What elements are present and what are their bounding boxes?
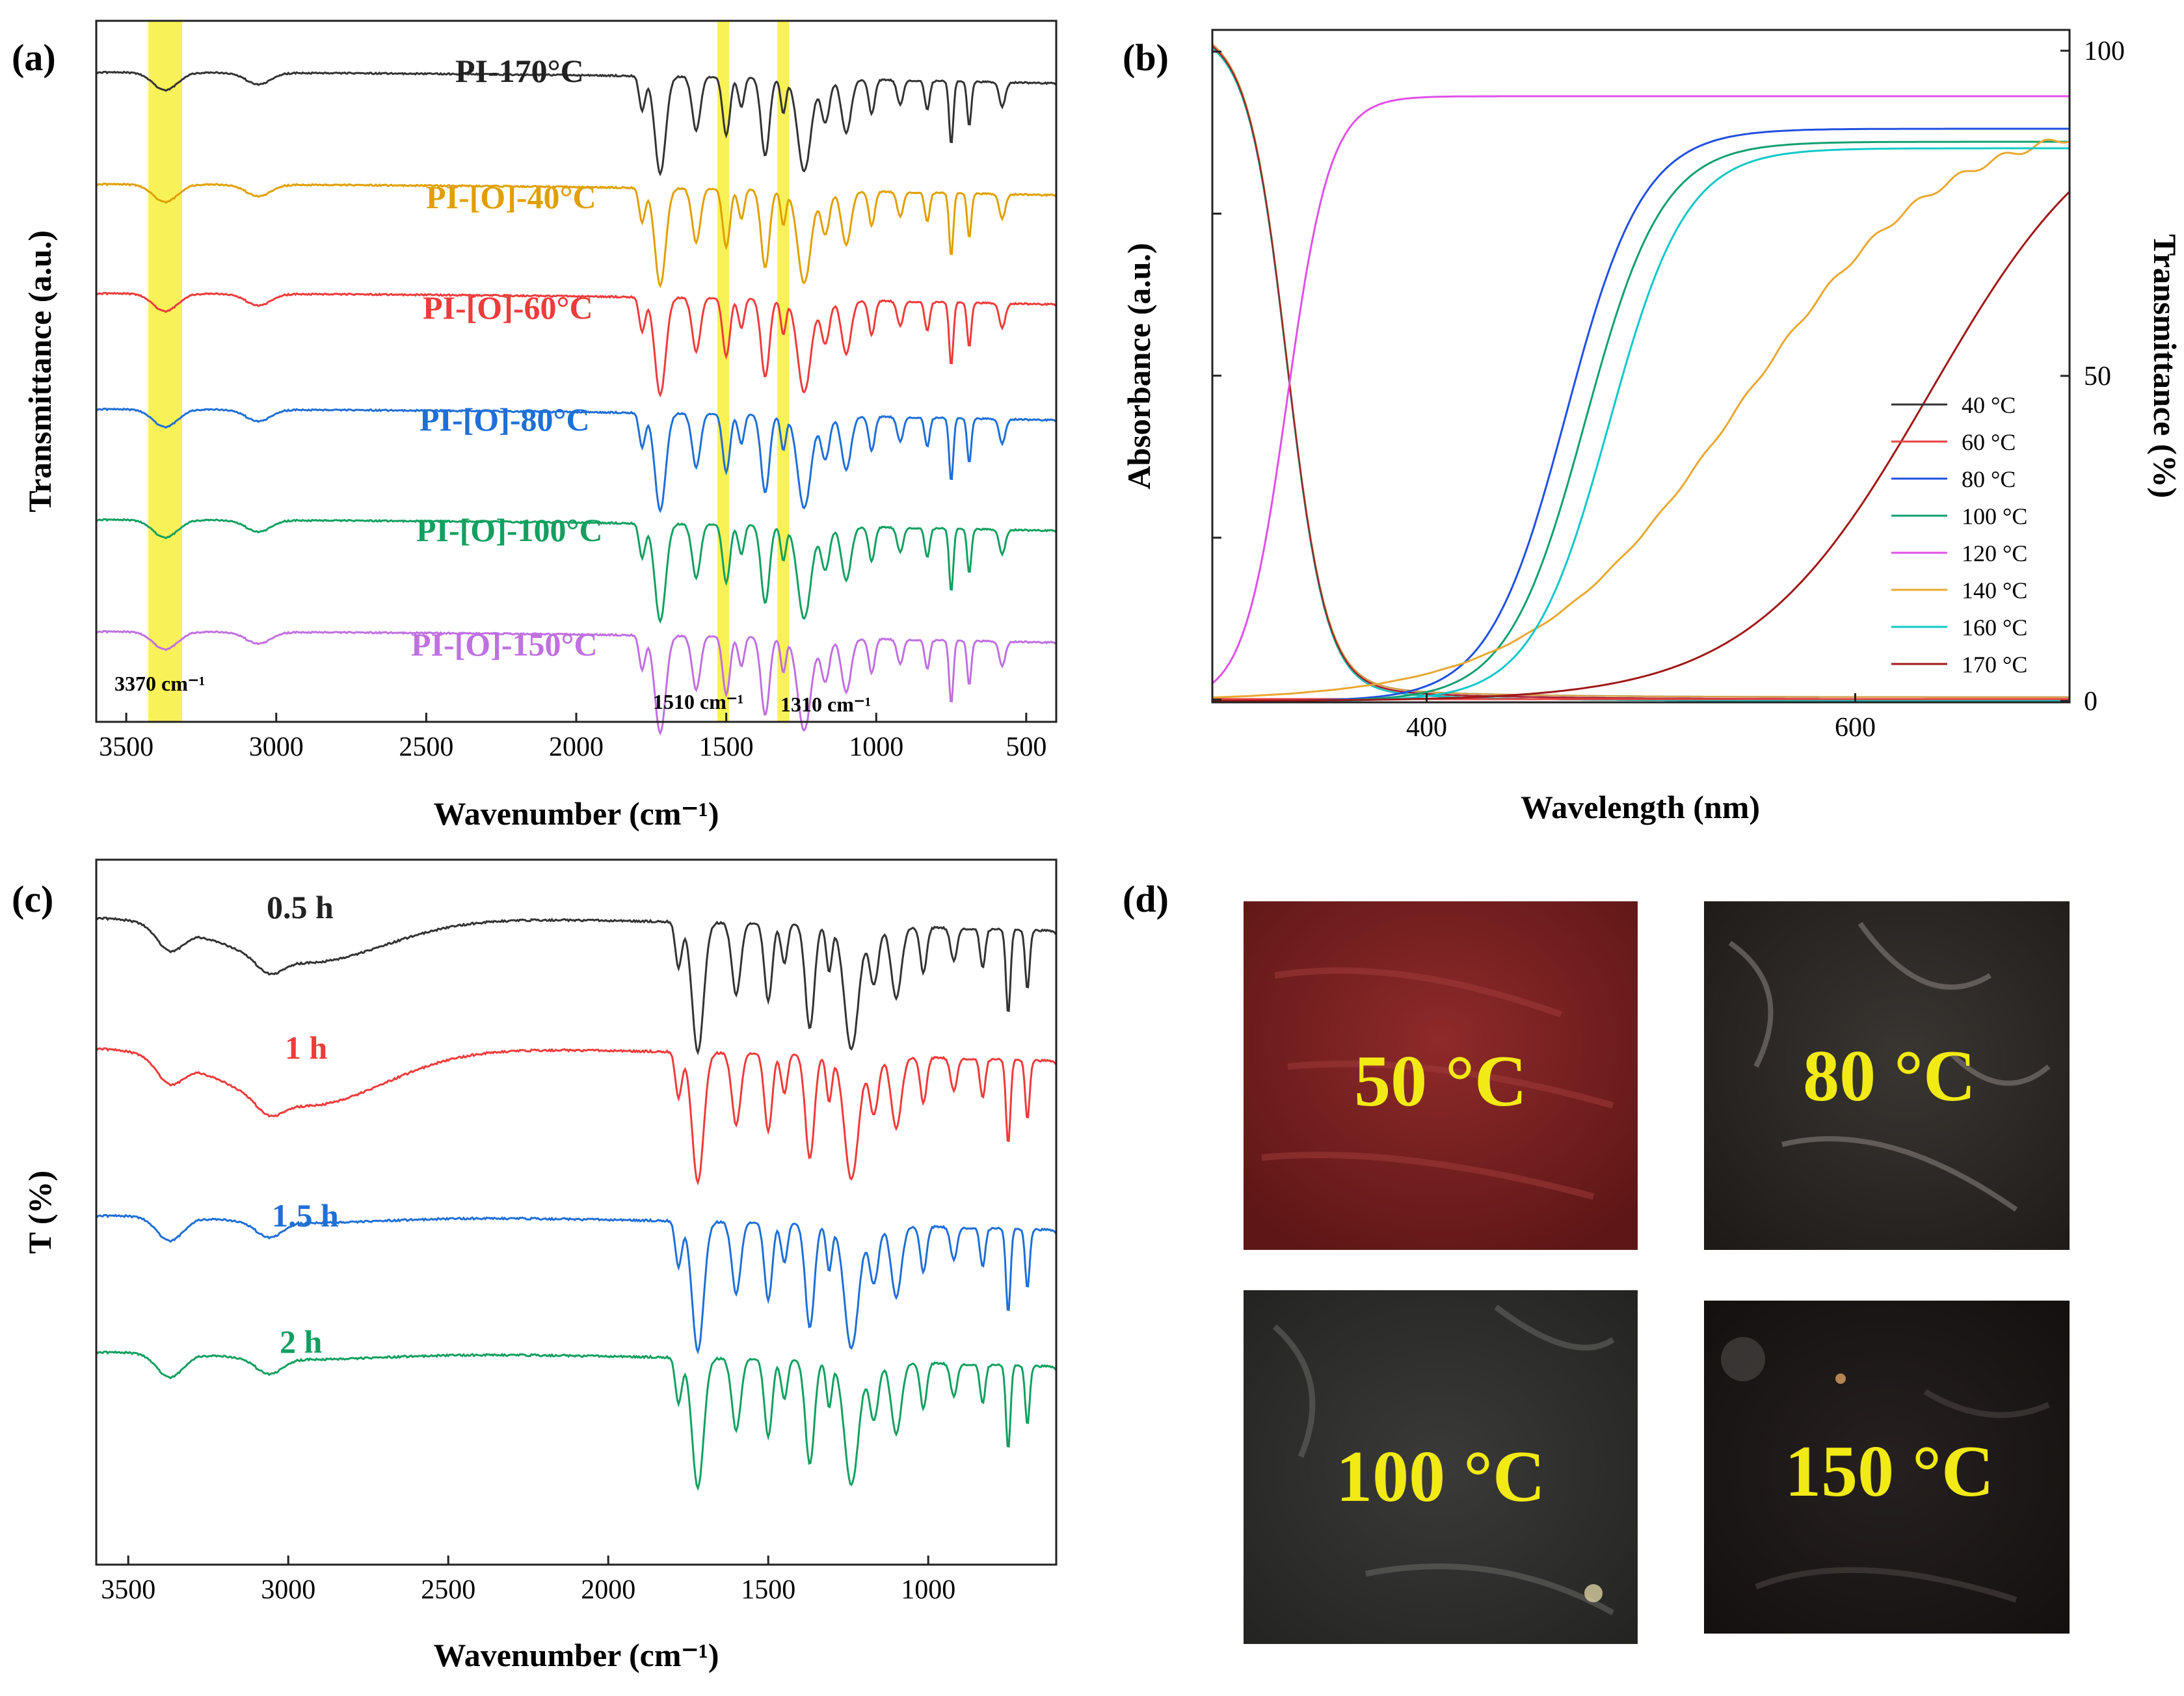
panel-a-label: (a) [12,36,56,79]
panel-b-curves [1212,43,2071,702]
spectrum-pi-o-40-c [96,182,1057,289]
absorbance-curve-160 [1212,47,2070,702]
panel-b-legend: 40 °C 60 °C 80 °C 100 °C 120 °C 140 °C 160 °C 1… [1891,392,2027,678]
curve-label-pi-o-40: PI-[O]-40°C [426,179,596,215]
x-tick-label-3500: 3500 [101,1575,155,1605]
transmittance-curve-120 [1212,95,2070,684]
panel-b-ticks: 400 600 0 50 100 [1212,36,2125,743]
panel-b-label: (b) [1123,36,1169,79]
panel-d-label: (d) [1123,878,1169,920]
transmittance-curve-100 [1212,140,2070,702]
panel-a-spectra [96,70,1057,736]
photo-label-50c: 50 °C [1354,1041,1527,1122]
curve-label-pi-o-60: PI-[O]-60°C [423,289,593,326]
curve-label-1-5h: 1.5 h [272,1197,339,1234]
spectrum-1-5-h [95,1213,1058,1355]
x-tick-label-500: 500 [1005,732,1046,762]
panel-c-frame [95,858,1058,1566]
legend-label-40: 40 °C [1962,392,2016,418]
curve-label-0-5h: 0.5 h [267,889,334,925]
panel-c-spectra [95,916,1058,1491]
panel-b-right-axis-title: Transmittance (%) [2147,234,2183,498]
curve-label-pi-o-80: PI-[O]-80°C [419,401,590,438]
curve-label-2h: 2 h [280,1323,323,1360]
x-tick-label-2500: 2500 [421,1575,475,1605]
legend-label-140: 140 °C [1962,577,2027,603]
legend-label-60: 60 °C [1962,429,2016,455]
band-label-3370: 3370 cm⁻¹ [114,672,205,695]
panel-c-y-axis-title: T (%) [21,1171,58,1254]
panel-c-x-axis-title: Wavenumber (cm⁻¹) [433,1637,719,1673]
band-label-1310: 1310 cm⁻¹ [780,693,871,716]
band-label-1510: 1510 cm⁻¹ [653,690,743,713]
legend-label-160: 160 °C [1962,615,2027,641]
panel-a-y-axis-title: Transmittance (a.u.) [21,230,58,512]
highlight-band-3370 [148,21,183,722]
panel-a-frame [95,20,1058,723]
panel-a-highlight-bands [148,21,790,722]
legend-label-120: 120 °C [1962,540,2027,566]
legend-label-100: 100 °C [1962,503,2027,529]
legend-label-80: 80 °C [1962,466,2016,492]
curve-label-pi-170: PI-170°C [455,53,584,89]
spectrum-pi-o-100-c [96,518,1057,624]
spectrum-pi-o-80-c [96,407,1057,514]
right-y-tick-label-50: 50 [2084,362,2111,391]
curve-label-pi-o-100: PI-[O]-100°C [416,512,603,548]
transmittance-curve-160 [1212,147,2070,702]
panel-a-x-axis-title: Wavenumber (cm⁻¹) [433,795,719,832]
transmittance-curve-80 [1212,127,2070,702]
x-tick-label-3000: 3000 [261,1575,315,1605]
highlight-band-1310 [777,21,790,722]
x-tick-label-3000: 3000 [249,732,304,762]
x-tick-label-600: 600 [1835,713,1876,743]
x-tick-label-2500: 2500 [399,732,453,762]
photo-150c: 150 °C [1704,1301,2070,1634]
x-tick-label-2000: 2000 [581,1575,635,1605]
x-tick-label-1000: 1000 [849,732,903,762]
right-y-tick-label-0: 0 [2084,687,2097,717]
x-tick-label-1500: 1500 [699,732,754,762]
panel-b-left-axis-title: Absorbance (a.u.) [1121,243,1157,489]
curve-label-1h: 1 h [285,1029,328,1066]
x-tick-label-2000: 2000 [549,732,604,762]
photo-80c: 80 °C [1704,901,2070,1250]
panel-b-x-axis-title: Wavelength (nm) [1521,789,1760,825]
spectrum-pi-170-c [96,70,1057,177]
panel-a-x-ticks: 3500 3000 2500 2000 1500 1000 500 [99,713,1046,762]
photo-label-80c: 80 °C [1803,1036,1976,1117]
x-tick-label-400: 400 [1406,713,1447,743]
spectrum-pi-o-60-c [96,291,1057,398]
panel-c-label: (c) [12,878,53,920]
spectrum-pi-o-150-c [96,629,1057,736]
x-tick-label-1500: 1500 [741,1575,795,1605]
transmittance-curve-140 [1212,139,2070,699]
panel-c-x-ticks: 3500 3000 2500 2000 1500 1000 [101,1556,955,1605]
photo-label-150c: 150 °C [1785,1431,1994,1512]
curve-label-pi-o-150: PI-[O]-150°C [411,626,598,663]
legend-label-170: 170 °C [1962,652,2027,678]
x-tick-label-3500: 3500 [99,732,153,762]
spectrum-2-h [95,1350,1058,1491]
transmittance-curve-170 [1212,191,2071,702]
spectrum-0-5-h [95,916,1058,1055]
panel-b-frame [1211,29,2071,704]
absorbance-curve-140 [1212,43,2070,698]
photo-label-100c: 100 °C [1336,1437,1545,1517]
photo-100c: 100 °C [1244,1290,1638,1644]
photo-50c: 50 °C [1244,901,1638,1250]
x-tick-label-1000: 1000 [901,1575,955,1605]
right-y-tick-label-100: 100 [2084,36,2125,66]
spectrum-1-h [95,1047,1058,1186]
